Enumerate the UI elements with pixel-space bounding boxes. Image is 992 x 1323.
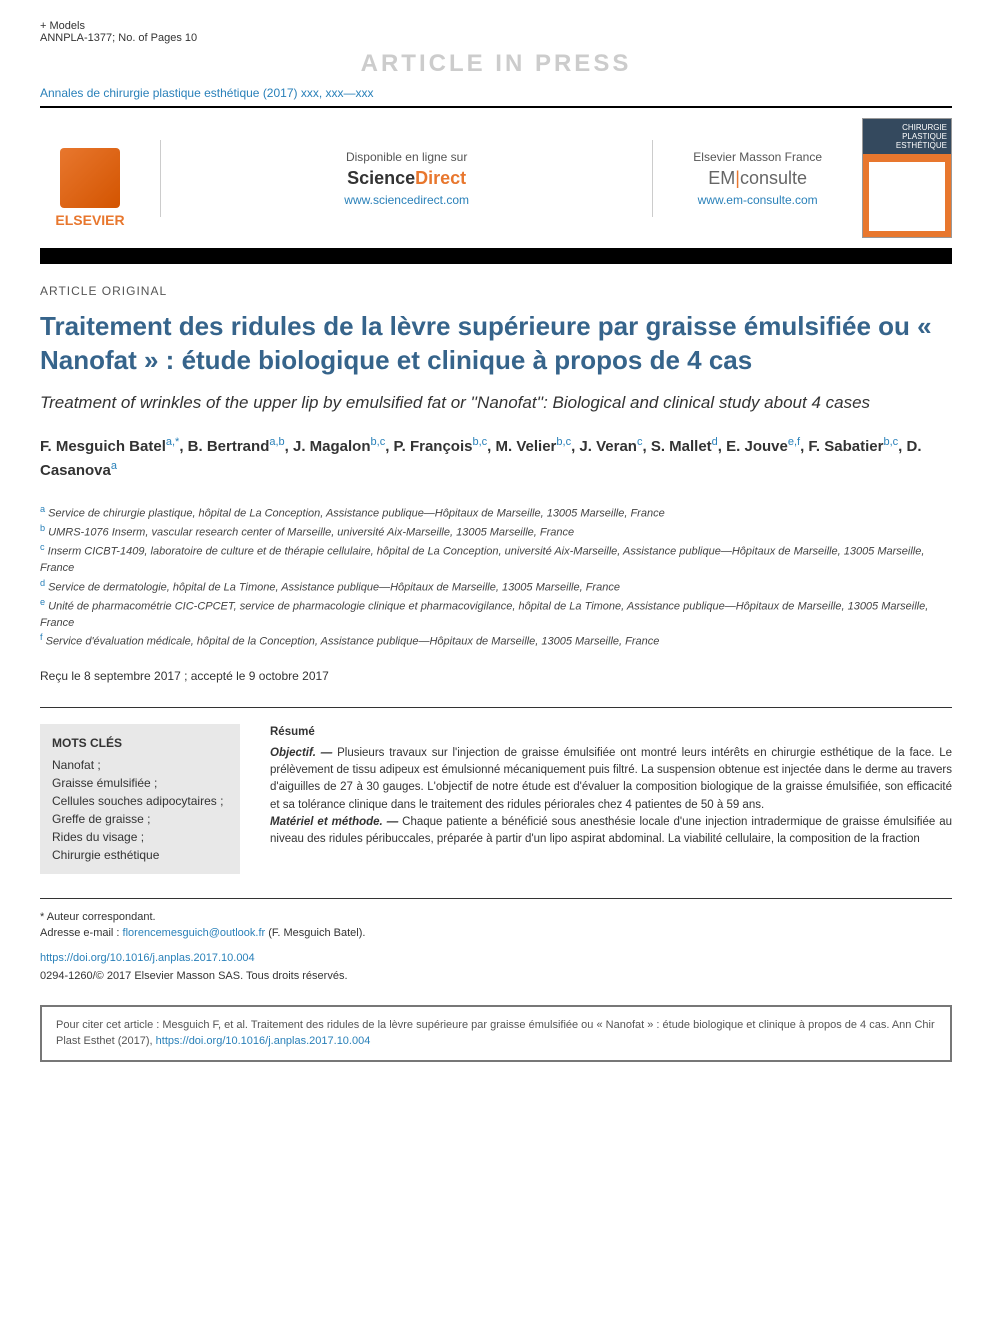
author: F. Sabatierb,c (808, 438, 898, 455)
author: J. Magalonb,c (293, 438, 385, 455)
copyright: 0294-1260/© 2017 Elsevier Masson SAS. To… (40, 968, 952, 985)
article-id: ANNPLA-1377; No. of Pages 10 (40, 32, 197, 44)
keywords-title: MOTS CLÉS (52, 734, 228, 752)
article-type: ARTICLE ORIGINAL (40, 284, 952, 298)
email-line: Adresse e-mail : florencemesguich@outloo… (40, 925, 952, 942)
em-text: EM (708, 168, 735, 188)
keyword-item: Graisse émulsifiée ; (52, 774, 228, 792)
header-brands: ELSEVIER Disponible en ligne sur Science… (40, 118, 952, 238)
affiliation: b UMRS-1076 Inserm, vascular research ce… (40, 522, 952, 541)
cite-doi[interactable]: https://doi.org/10.1016/j.anplas.2017.10… (156, 1035, 371, 1047)
affiliation: c Inserm CICBT-1409, laboratoire de cult… (40, 541, 952, 577)
keyword-item: Chirurgie esthétique (52, 846, 228, 864)
author: B. Bertranda,b (188, 438, 285, 455)
author: E. Jouvee,f (726, 438, 800, 455)
abstract-body: Résumé Objectif. — Plusieurs travaux sur… (270, 724, 952, 874)
email-label: Adresse e-mail : (40, 927, 119, 939)
abstract-section: MOTS CLÉS Nanofat ;Graisse émulsifiée ;C… (40, 724, 952, 874)
author: M. Velierb,c (496, 438, 572, 455)
doi-link[interactable]: https://doi.org/10.1016/j.anplas.2017.10… (40, 950, 952, 967)
author: F. Mesguich Batela,* (40, 438, 179, 455)
affiliations-list: a Service de chirurgie plastique, hôpita… (40, 503, 952, 651)
abstract-title: Résumé (270, 724, 952, 741)
affiliation: d Service de dermatologie, hôpital de La… (40, 577, 952, 596)
author: J. Veranc (579, 438, 642, 455)
emconsulte-block: Elsevier Masson France EM|consulte www.e… (673, 140, 842, 217)
consulte-text: consulte (740, 168, 807, 188)
keyword-item: Cellules souches adipocytaires ; (52, 792, 228, 810)
objectif-label: Objectif. — (270, 747, 332, 759)
abstract-objectif: Objectif. — Plusieurs travaux sur l'inje… (270, 745, 952, 814)
abstract-materiel: Matériel et méthode. — Chaque patiente a… (270, 814, 952, 849)
journal-cover: CHIRURGIE PLASTIQUE ESTHÉTIQUE (862, 118, 952, 238)
author: P. Françoisb,c (394, 438, 488, 455)
email-author: (F. Mesguich Batel). (268, 927, 365, 939)
email-address[interactable]: florencemesguich@outlook.fr (123, 927, 266, 939)
sciencedirect-logo: ScienceDirect (181, 168, 632, 189)
keywords-items: Nanofat ;Graisse émulsifiée ;Cellules so… (52, 756, 228, 864)
elsevier-logo: ELSEVIER (40, 128, 140, 228)
plus-models: + Models (40, 20, 197, 32)
sd-science: Science (347, 168, 415, 188)
dates: Reçu le 8 septembre 2017 ; accepté le 9 … (40, 669, 952, 683)
keyword-item: Nanofat ; (52, 756, 228, 774)
footer: * Auteur correspondant. Adresse e-mail :… (40, 898, 952, 985)
sciencedirect-block: Disponible en ligne sur ScienceDirect ww… (160, 140, 653, 217)
corresponding-author: * Auteur correspondant. (40, 909, 952, 926)
materiel-label: Matériel et méthode. — (270, 816, 398, 828)
models-id: + Models ANNPLA-1377; No. of Pages 10 (40, 20, 197, 44)
cite-box: Pour citer cet article : Mesguich F, et … (40, 1005, 952, 1062)
hr-separator (40, 707, 952, 708)
separator-bar (40, 248, 952, 264)
sd-direct: Direct (415, 168, 466, 188)
sd-label: Disponible en ligne sur (181, 150, 632, 164)
author: S. Malletd (651, 438, 718, 455)
keywords-box: MOTS CLÉS Nanofat ;Graisse émulsifiée ;C… (40, 724, 240, 874)
emconsulte-logo: EM|consulte (693, 168, 822, 189)
cover-image (869, 162, 945, 231)
keyword-item: Greffe de graisse ; (52, 810, 228, 828)
article-title-en: Treatment of wrinkles of the upper lip b… (40, 392, 952, 414)
article-title-fr: Traitement des ridules de la lèvre supér… (40, 310, 952, 378)
sd-url[interactable]: www.sciencedirect.com (181, 193, 632, 207)
objectif-text: Plusieurs travaux sur l'injection de gra… (270, 747, 952, 811)
citation-line: Annales de chirurgie plastique esthétiqu… (40, 86, 952, 108)
elsevier-text: ELSEVIER (55, 212, 124, 228)
header-top: + Models ANNPLA-1377; No. of Pages 10 (40, 20, 952, 44)
affiliation: f Service d'évaluation médicale, hôpital… (40, 631, 952, 650)
keyword-item: Rides du visage ; (52, 828, 228, 846)
affiliation: e Unité de pharmacométrie CIC-CPCET, ser… (40, 596, 952, 632)
cover-title: CHIRURGIE PLASTIQUE ESTHÉTIQUE (863, 119, 951, 154)
em-url[interactable]: www.em-consulte.com (693, 193, 822, 207)
em-label: Elsevier Masson France (693, 150, 822, 164)
authors-list: F. Mesguich Batela,*, B. Bertranda,b, J.… (40, 434, 952, 483)
watermark: ARTICLE IN PRESS (40, 50, 952, 78)
affiliation: a Service de chirurgie plastique, hôpita… (40, 503, 952, 522)
